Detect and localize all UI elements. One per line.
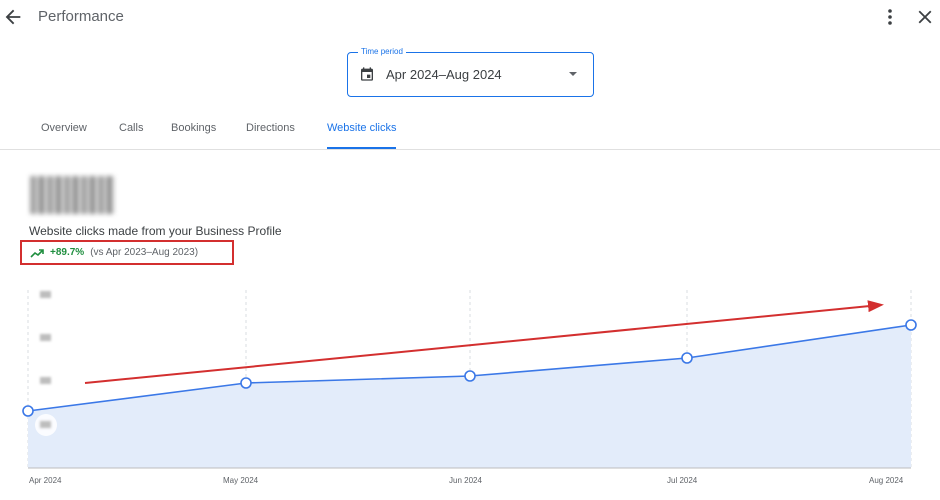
x-label-jul: Jul 2024 <box>667 476 698 485</box>
total-clicks-value-blurred <box>30 176 115 214</box>
more-options-button[interactable] <box>880 6 900 28</box>
chart-plot <box>22 290 917 469</box>
back-button[interactable] <box>2 6 24 28</box>
close-button[interactable] <box>914 6 936 28</box>
calendar-icon <box>361 67 373 81</box>
y-tick-label-blurred <box>40 377 51 384</box>
trending-up-icon <box>30 248 44 258</box>
y-tick-label-blurred <box>40 291 51 298</box>
tab-calls[interactable]: Calls <box>119 122 144 134</box>
top-bar: Performance <box>0 0 940 36</box>
close-icon <box>918 10 932 24</box>
tab-bar: Overview Calls Bookings Directions Websi… <box>0 112 940 150</box>
time-period-label: Time period <box>358 46 406 58</box>
tab-overview[interactable]: Overview <box>41 122 87 134</box>
time-period-value: Apr 2024–Aug 2024 <box>386 67 502 82</box>
change-percent: +89.7% <box>50 247 85 258</box>
clicks-chart: Apr 2024 May 2024 Jun 2024 Jul 2024 Aug … <box>0 280 940 500</box>
tab-website-clicks[interactable]: Website clicks <box>327 122 397 149</box>
x-label-jun: Jun 2024 <box>449 476 482 485</box>
comparison-badge: +89.7% (vs Apr 2023–Aug 2023) <box>20 240 234 265</box>
x-label-aug: Aug 2024 <box>869 476 904 485</box>
more-vert-icon <box>888 9 892 25</box>
metric-description: Website clicks made from your Business P… <box>29 224 282 238</box>
time-period-select[interactable]: Time period Apr 2024–Aug 2024 <box>347 46 594 97</box>
dropdown-caret-icon <box>569 72 577 76</box>
tab-bookings[interactable]: Bookings <box>171 122 217 134</box>
x-label-apr: Apr 2024 <box>29 476 62 485</box>
tab-directions[interactable]: Directions <box>246 122 295 134</box>
x-label-may: May 2024 <box>223 476 259 485</box>
arrow-back-icon <box>5 9 21 25</box>
y-tick-label-blurred <box>40 421 51 428</box>
comparison-period: (vs Apr 2023–Aug 2023) <box>90 247 199 258</box>
page-title: Performance <box>38 8 124 25</box>
y-tick-label-blurred <box>40 334 51 341</box>
